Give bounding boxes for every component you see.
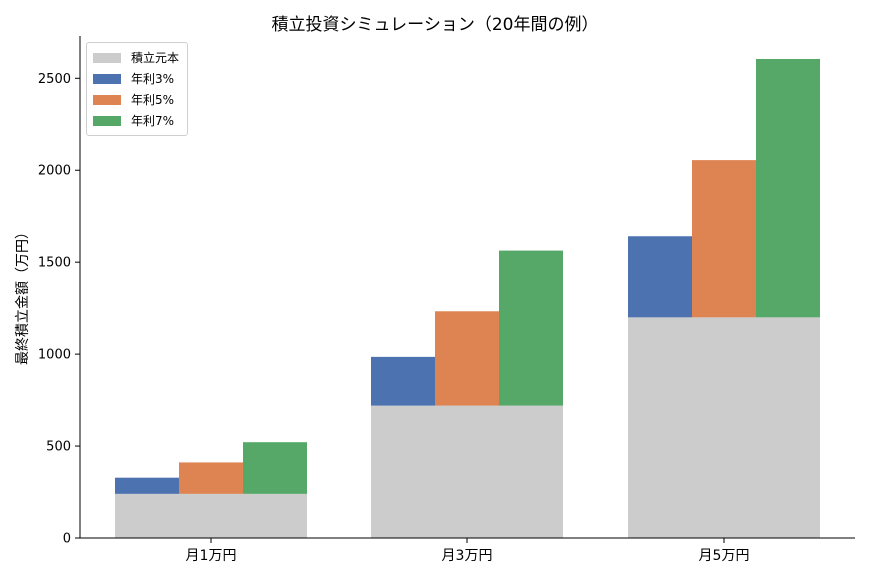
legend-label: 年利3% [131, 72, 175, 86]
legend: 積立元本年利3% 年利5% 年利7% [86, 42, 189, 136]
y-tick-label: 2000 [38, 164, 71, 179]
bar-base-2 [628, 317, 820, 538]
axes-layer: 月1万円 月3万円 月5万円 0 500 1000 1500 2000 2500 [38, 36, 855, 564]
bar-1-1 [371, 356, 435, 406]
bar-3-0 [243, 442, 307, 494]
bar-1-2 [628, 236, 692, 318]
legend-label: 年利7% [131, 114, 175, 128]
bar-2-1 [435, 311, 499, 406]
bar-2-0 [179, 462, 243, 494]
legend-item: 年利5% [93, 89, 179, 110]
y-tick-label: 0 [63, 532, 71, 547]
chart-title: 積立投資シミュレーション（20年間の例） [271, 15, 599, 35]
y-tick-label: 1500 [38, 256, 71, 271]
bar-2-2 [692, 160, 756, 318]
legend-swatch [93, 115, 121, 126]
x-tick-label: 月1万円 [186, 548, 237, 564]
legend-label: 年利5% [131, 93, 175, 107]
legend-item: 積立元本 [93, 47, 179, 68]
legend-label: 積立元本 [131, 51, 180, 65]
y-tick-label: 500 [46, 440, 71, 455]
legend-swatch [93, 73, 121, 84]
x-tick-label: 月3万円 [442, 548, 493, 564]
legend-item: 年利3% [93, 68, 179, 89]
bars-layer [115, 58, 820, 538]
y-tick-label: 2500 [38, 72, 71, 87]
legend-swatch [93, 94, 121, 105]
legend-swatch [93, 52, 121, 63]
bar-3-2 [756, 58, 820, 318]
legend-item: 年利7% [93, 110, 179, 131]
bar-1-0 [115, 477, 179, 494]
y-tick-label: 1000 [38, 348, 71, 363]
bar-base-1 [371, 405, 563, 538]
bar-base-0 [115, 493, 307, 538]
x-tick-label: 月5万円 [699, 548, 750, 564]
bar-3-1 [499, 250, 563, 406]
